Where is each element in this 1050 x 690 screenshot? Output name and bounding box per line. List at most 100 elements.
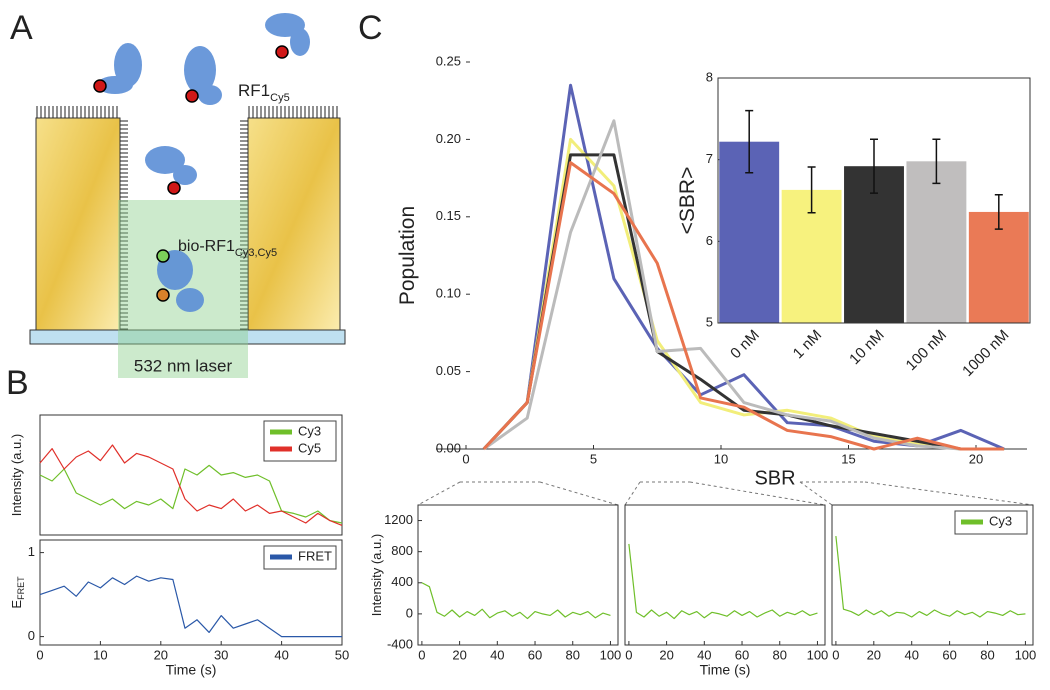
x-tick-label: 0 nM bbox=[727, 327, 763, 363]
line-series bbox=[482, 153, 1005, 451]
plot-frame bbox=[39, 539, 343, 646]
y-axis-label-text: Intensity (a.u.) bbox=[369, 534, 384, 616]
legend-box bbox=[954, 510, 1028, 535]
legend-label: Cy3 bbox=[989, 513, 1012, 528]
x-tick-label: 0 bbox=[832, 647, 839, 662]
error-bar bbox=[807, 166, 816, 214]
x-tick-label: 1000 nM bbox=[959, 327, 1012, 380]
chart: Intensity (a.u.) Cy3 Cy5 bbox=[9, 414, 343, 536]
y-axis-label: <SBR> bbox=[676, 167, 699, 235]
bar bbox=[906, 161, 967, 323]
y-tick-label: 1200 bbox=[384, 512, 413, 527]
y-tick-label: 0.05 bbox=[436, 363, 461, 378]
y-tick-label: 7 bbox=[706, 151, 713, 166]
x-tick-label: 0 bbox=[418, 647, 425, 662]
x-tick-label: 80 bbox=[773, 647, 787, 662]
x-tick-label: 50 bbox=[335, 647, 349, 662]
protein-label: RF1Cy5 bbox=[238, 81, 290, 103]
panel-label: B bbox=[6, 364, 29, 402]
error-bar bbox=[994, 194, 1003, 230]
y-axis-label: Population bbox=[396, 206, 419, 305]
x-tick-label: 5 bbox=[590, 451, 597, 466]
x-tick-label: 40 bbox=[697, 647, 711, 662]
y-axis-label-subscript: FRET bbox=[16, 576, 26, 600]
x-tick-label: 10 bbox=[714, 451, 728, 466]
protein-subscript: Cy5 bbox=[270, 92, 290, 104]
y-tick-label: 0.25 bbox=[436, 53, 461, 68]
protein-name: RF1 bbox=[238, 81, 270, 100]
legend-label: Cy3 bbox=[298, 423, 321, 438]
x-tick-label: 20 bbox=[969, 451, 983, 466]
y-tick-label: 8 bbox=[706, 69, 713, 84]
y-tick-label: 0.15 bbox=[436, 208, 461, 223]
y-axis-label: EFRET bbox=[9, 576, 26, 609]
line-series bbox=[421, 582, 611, 620]
well-diagram: RF1Cy5 bio-RF1Cy3,Cy5 532 nm laser bbox=[29, 13, 346, 378]
y-tick-label: 6 bbox=[706, 233, 713, 248]
x-tick-label: 0 bbox=[36, 647, 43, 662]
x-tick-label: 80 bbox=[980, 647, 994, 662]
y-tick-label: 1 bbox=[28, 544, 35, 559]
x-tick-label: 40 bbox=[490, 647, 504, 662]
legend-label: FRET bbox=[298, 548, 332, 563]
legend-box bbox=[263, 420, 337, 462]
x-tick-label: 0 bbox=[625, 647, 632, 662]
x-tick-label: 1 nM bbox=[790, 327, 826, 363]
chart: 5 6 7 8 <SBR> 0 nM 1 nM 10 nM 100 nM 1000 nM bbox=[676, 69, 1031, 380]
y-tick-label: 400 bbox=[391, 574, 413, 589]
x-tick-label: 100 bbox=[1015, 647, 1037, 662]
x-tick-label: 60 bbox=[942, 647, 956, 662]
protein-label: bio-RF1Cy3,Cy5 bbox=[178, 238, 277, 259]
error-bar bbox=[745, 109, 754, 174]
line-series bbox=[628, 543, 818, 620]
x-tick-label: 60 bbox=[528, 647, 542, 662]
x-tick-label: 20 bbox=[154, 647, 168, 662]
chart: 0 20 40 60 80 100 Time (s) bbox=[624, 504, 829, 678]
x-tick-label: 20 bbox=[659, 647, 673, 662]
zoom-connector bbox=[417, 481, 1034, 506]
y-tick-label: 0.10 bbox=[436, 286, 461, 301]
x-axis-label: Time (s) bbox=[700, 662, 751, 678]
y-axis-label-text: Intensity (a.u.) bbox=[9, 434, 24, 516]
x-tick-label: 60 bbox=[735, 647, 749, 662]
line-series bbox=[482, 119, 1005, 451]
line-series bbox=[835, 536, 1026, 618]
bar bbox=[968, 211, 1029, 323]
panel-label: C bbox=[358, 9, 383, 47]
x-tick-label: 100 bbox=[807, 647, 829, 662]
x-tick-label: 15 bbox=[841, 451, 855, 466]
chart: 0 20 40 60 80 100 Cy3 bbox=[831, 504, 1037, 662]
y-tick-label: 5 bbox=[706, 314, 713, 329]
legend-box bbox=[263, 545, 337, 570]
protein-name: bio-RF1 bbox=[178, 238, 235, 255]
y-tick-label: 800 bbox=[391, 543, 413, 558]
x-tick-label: 20 bbox=[452, 647, 466, 662]
panel-label: A bbox=[10, 9, 33, 47]
legend-label: Cy5 bbox=[298, 440, 321, 455]
plot-frame bbox=[717, 77, 1031, 324]
error-bar bbox=[870, 138, 878, 194]
x-tick-label: 40 bbox=[274, 647, 288, 662]
protein-subscript: Cy3,Cy5 bbox=[235, 247, 277, 259]
y-tick-label: 0.20 bbox=[436, 131, 461, 146]
line-series bbox=[39, 444, 343, 526]
laser-label: 532 nm laser bbox=[134, 356, 233, 375]
y-tick-label: 0.00 bbox=[436, 440, 461, 455]
plot-frame bbox=[417, 504, 619, 646]
x-tick-label: 10 nM bbox=[846, 327, 888, 369]
x-axis-label: SBR bbox=[754, 467, 795, 489]
line-series bbox=[482, 161, 1005, 451]
y-tick-label: -400 bbox=[387, 636, 413, 651]
y-axis-label-text: E bbox=[9, 600, 24, 609]
plot-frame bbox=[624, 504, 826, 646]
x-axis-label: Time (s) bbox=[166, 662, 217, 678]
x-tick-label: 80 bbox=[566, 647, 580, 662]
y-axis-label-text: Population bbox=[396, 206, 419, 305]
x-tick-label: 20 bbox=[867, 647, 881, 662]
x-tick-label: 10 bbox=[93, 647, 107, 662]
y-tick-label: 0 bbox=[28, 628, 35, 643]
x-tick-label: 0 bbox=[462, 451, 469, 466]
